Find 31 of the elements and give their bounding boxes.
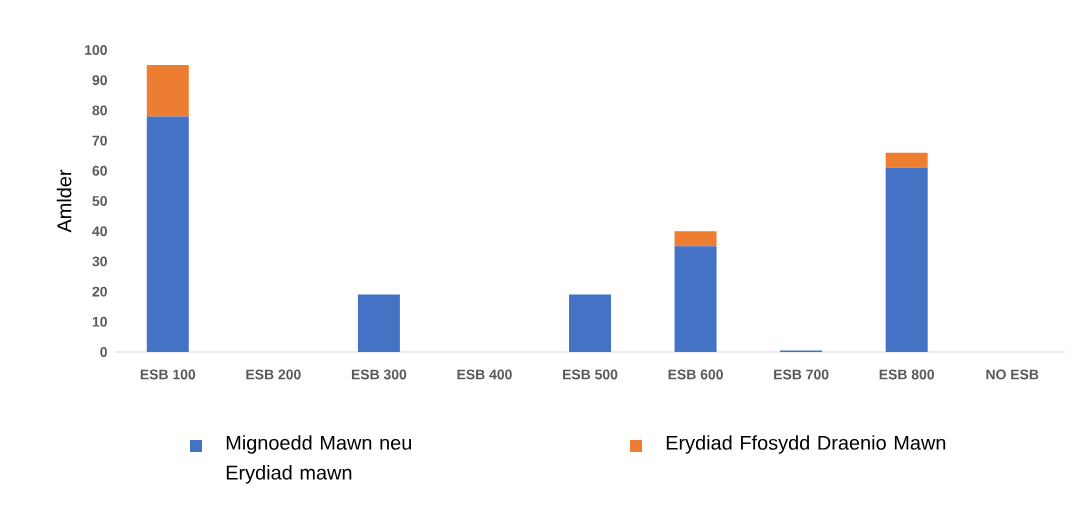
x-tick-label: ESB 600 bbox=[668, 369, 723, 380]
y-tick-label: 30 bbox=[92, 256, 107, 267]
y-tick-label: 70 bbox=[92, 135, 107, 146]
y-tick-label: 100 bbox=[85, 45, 107, 55]
bar bbox=[569, 294, 612, 352]
y-tick-label: 0 bbox=[100, 347, 107, 357]
bar bbox=[357, 294, 400, 352]
bar bbox=[146, 65, 189, 117]
y-tick-label: 50 bbox=[92, 196, 107, 206]
legend-label: Erydiad Ffosydd Draenio Mawn bbox=[666, 435, 946, 454]
y-axis-title: Amlder bbox=[56, 169, 72, 233]
x-tick-label: ESB 500 bbox=[563, 369, 618, 380]
bar bbox=[146, 116, 189, 352]
legend-label: Mignoedd Mawn neu Erydiad mawn bbox=[226, 435, 412, 484]
x-tick-label: ESB 200 bbox=[246, 369, 301, 380]
y-tick-label: 80 bbox=[92, 105, 107, 116]
x-tick-label: ESB 100 bbox=[140, 369, 196, 380]
y-tick-label: 90 bbox=[92, 75, 107, 86]
x-tick-label: ESB 400 bbox=[457, 369, 512, 380]
x-tick-label: NO ESB bbox=[986, 369, 1039, 380]
bar bbox=[674, 231, 717, 247]
x-tick-label: ESB 800 bbox=[879, 369, 934, 380]
bar bbox=[885, 167, 928, 352]
bar bbox=[885, 152, 928, 168]
y-tick-label: 20 bbox=[92, 286, 107, 297]
y-tick-label: 40 bbox=[92, 226, 107, 237]
x-tick-label: ESB 700 bbox=[774, 369, 829, 380]
bar bbox=[674, 246, 717, 352]
y-tick-label: 10 bbox=[92, 316, 107, 327]
y-tick-label: 60 bbox=[92, 165, 107, 176]
x-tick-label: ESB 300 bbox=[351, 369, 407, 380]
